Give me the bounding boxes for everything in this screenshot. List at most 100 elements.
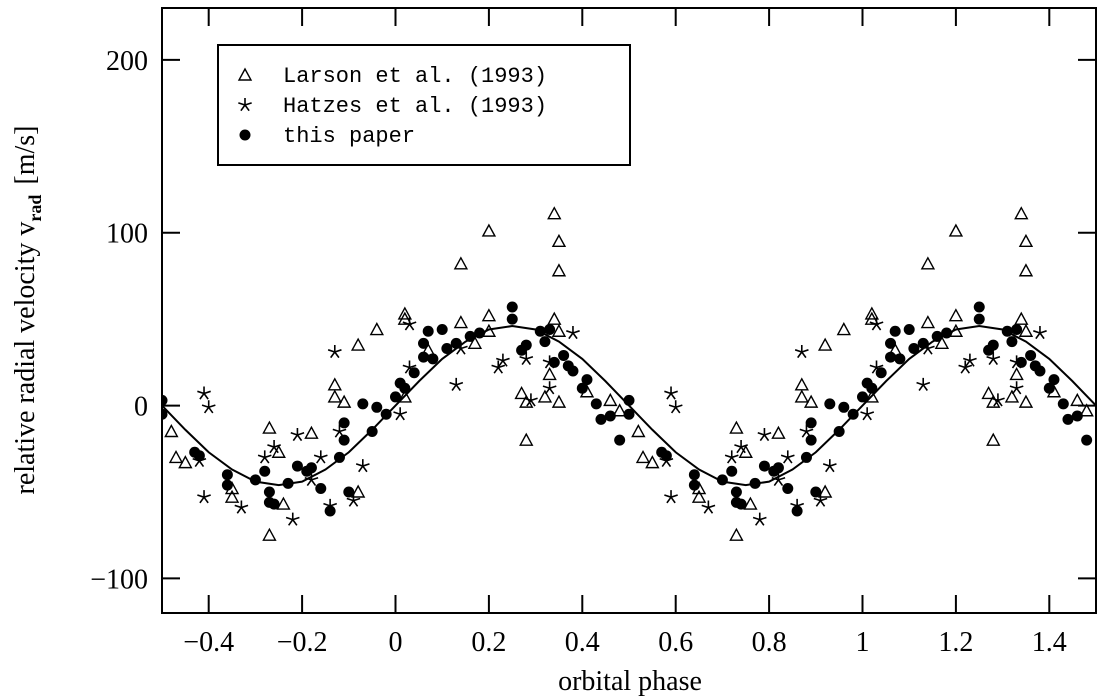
- data-point: [623, 408, 635, 420]
- data-point: [1048, 374, 1060, 386]
- data-point: [782, 483, 794, 495]
- data-point: [590, 398, 602, 410]
- data-point: [931, 330, 943, 342]
- data-point: [668, 400, 683, 414]
- data-point: [612, 403, 627, 417]
- data-point: [399, 382, 411, 394]
- data-point: [1018, 323, 1034, 337]
- data-point: [542, 381, 557, 395]
- x-tick-label: 0.6: [658, 627, 693, 658]
- data-point: [257, 450, 272, 464]
- data-point: [752, 512, 767, 526]
- data-point: [958, 360, 973, 374]
- data-point: [864, 311, 880, 325]
- data-point: [369, 322, 384, 336]
- data-point: [357, 398, 369, 410]
- y-label-sub: rad: [25, 195, 45, 222]
- data-point: [162, 394, 168, 406]
- data-point: [305, 462, 317, 474]
- data-point: [1018, 233, 1034, 248]
- data-point: [664, 490, 678, 504]
- data-point: [1033, 325, 1047, 340]
- y-axis-label: relative radial velocity vrad [m/s]: [10, 126, 45, 495]
- legend-label: Hatzes et al. (1993): [283, 94, 547, 119]
- data-point: [338, 434, 350, 446]
- data-point: [168, 449, 184, 464]
- data-point: [558, 349, 570, 361]
- data-point: [304, 425, 319, 439]
- data-point: [221, 469, 233, 481]
- data-point: [734, 440, 748, 454]
- y-tick-label: 0: [134, 392, 148, 423]
- data-point: [350, 337, 366, 351]
- data-point: [162, 408, 168, 420]
- data-point: [327, 377, 342, 391]
- data-point: [791, 505, 803, 517]
- data-point: [355, 459, 370, 473]
- data-point: [1009, 381, 1024, 395]
- data-point: [885, 351, 897, 363]
- x-tick-label: 1: [856, 627, 870, 658]
- data-point: [547, 311, 562, 325]
- data-point: [973, 313, 985, 325]
- x-tick-label: 0.4: [565, 627, 600, 658]
- data-point: [822, 459, 837, 473]
- data-point: [794, 377, 809, 391]
- data-point: [1071, 410, 1083, 422]
- data-point: [799, 424, 814, 438]
- x-tick-label: 0.8: [752, 627, 787, 658]
- data-point: [889, 325, 901, 337]
- data-point: [604, 410, 616, 422]
- y-tick-label: 200: [106, 46, 148, 77]
- data-point: [660, 450, 672, 462]
- data-point: [506, 313, 518, 325]
- data-point: [1004, 389, 1020, 403]
- data-point: [691, 489, 707, 503]
- data-point: [1006, 336, 1018, 348]
- data-point: [178, 455, 193, 469]
- data-point: [343, 486, 355, 498]
- data-point: [263, 486, 275, 498]
- data-point: [315, 483, 327, 495]
- data-point: [418, 351, 430, 363]
- data-point: [441, 343, 453, 355]
- data-point: [757, 427, 772, 442]
- data-point: [1025, 349, 1037, 361]
- data-point: [402, 317, 417, 331]
- data-point: [771, 425, 786, 439]
- plot-frame: [161, 7, 1097, 614]
- data-point: [291, 460, 303, 472]
- y-tick-label: 100: [106, 219, 148, 250]
- data-point: [422, 325, 434, 337]
- data-point: [948, 308, 964, 322]
- data-point: [524, 393, 538, 407]
- data-point: [262, 527, 277, 541]
- data-point: [496, 353, 510, 367]
- data-point: [1015, 356, 1027, 368]
- data-point: [197, 386, 211, 400]
- data-point: [920, 315, 936, 329]
- data-point: [332, 424, 347, 438]
- data-point: [934, 335, 950, 350]
- data-point: [603, 392, 618, 407]
- data-point: [864, 389, 880, 403]
- data-point: [973, 301, 985, 313]
- legend-box: [217, 44, 631, 166]
- data-point: [857, 391, 868, 403]
- data-point: [519, 432, 534, 446]
- data-point: [193, 450, 205, 462]
- data-point: [738, 444, 753, 458]
- data-point: [885, 337, 897, 349]
- data-point: [645, 455, 660, 469]
- data-point: [450, 337, 462, 349]
- data-point: [551, 394, 567, 408]
- data-point: [805, 417, 817, 429]
- data-point: [916, 377, 931, 391]
- data-point: [743, 496, 758, 510]
- data-point: [1043, 382, 1055, 394]
- data-point: [595, 413, 607, 425]
- data-point: [729, 527, 744, 541]
- data-point: [491, 360, 506, 374]
- plot-area: [162, 206, 1096, 541]
- data-point: [418, 337, 430, 349]
